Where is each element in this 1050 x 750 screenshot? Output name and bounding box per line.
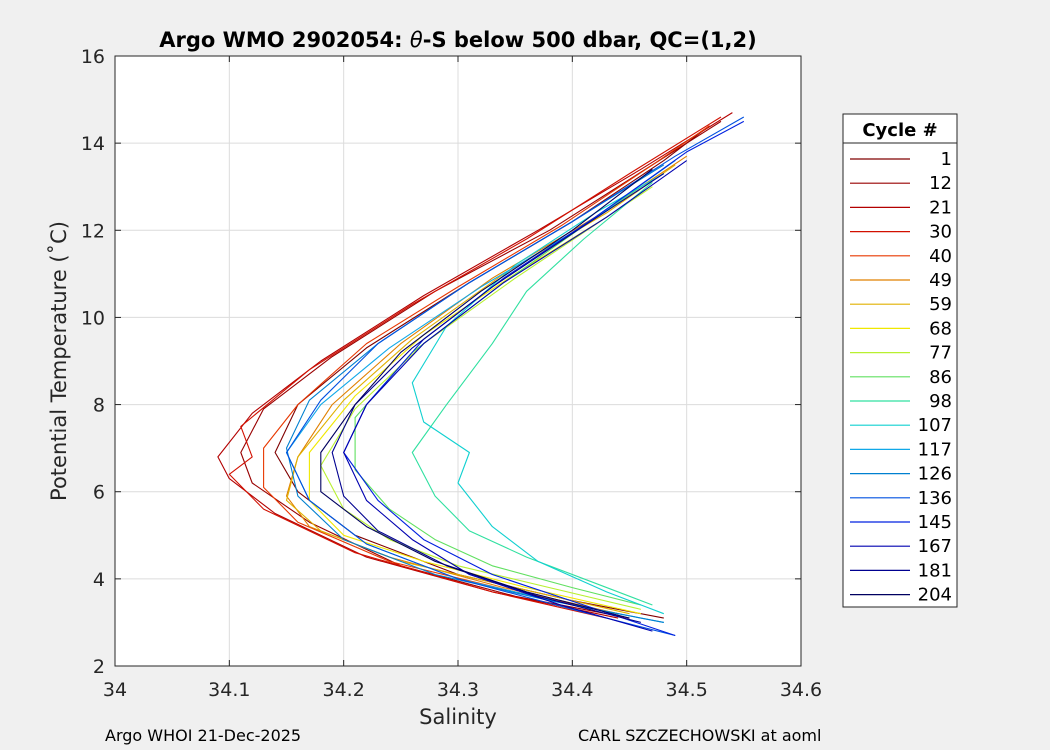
y-tick-label: 2 — [93, 656, 105, 678]
chart-title: Argo WMO 2902054: θ-S below 500 dbar, QC… — [159, 28, 756, 52]
legend-label-30: 30 — [929, 222, 952, 243]
x-axis-label: Salinity — [419, 705, 497, 729]
chart-title-theta: θ — [410, 28, 423, 52]
legend-label-40: 40 — [929, 246, 952, 267]
legend-label-59: 59 — [929, 294, 952, 315]
y-tick-label: 10 — [81, 307, 105, 329]
y-tick-label: 4 — [93, 569, 105, 591]
y-tick-label: 6 — [93, 482, 105, 504]
footer-left: Argo WHOI 21-Dec-2025 — [105, 726, 301, 745]
y-tick-label: 8 — [93, 395, 105, 417]
legend-label-167: 167 — [918, 536, 952, 557]
series-line-cycle-136 — [285, 116, 745, 637]
legend-label-181: 181 — [918, 560, 952, 581]
legend-entries: 1 12 21 30 40 49 59 68 77 86 98 107 117 126 136 145 167 1… — [850, 149, 952, 606]
chart-title-prefix: Argo WMO 2902054: — [159, 28, 410, 52]
y-tick-label: 16 — [81, 46, 105, 68]
series-group — [217, 112, 745, 637]
legend-label-126: 126 — [918, 464, 952, 485]
y-axis-label: Potential Temperature (˚C) — [47, 221, 71, 501]
x-tick-label: 34.4 — [551, 679, 593, 701]
legend-label-98: 98 — [929, 391, 952, 412]
x-tick-label: 34 — [103, 679, 127, 701]
y-tick-label: 14 — [81, 133, 105, 155]
footer-right: CARL SZCZECHOWSKI at aoml — [578, 726, 821, 745]
series-line-cycle-107 — [411, 173, 665, 615]
legend-label-68: 68 — [929, 318, 952, 339]
legend-label-21: 21 — [929, 197, 952, 218]
series-line-cycle-98 — [411, 181, 653, 606]
legend-label-145: 145 — [918, 512, 952, 533]
x-tick-label: 34.6 — [780, 679, 822, 701]
series-line-cycle-21 — [217, 112, 733, 619]
legend-label-49: 49 — [929, 270, 952, 291]
x-tick-label: 34.1 — [208, 679, 250, 701]
legend-label-1: 1 — [941, 149, 952, 170]
legend-label-107: 107 — [918, 415, 952, 436]
legend-box — [842, 113, 958, 608]
axis-ticks: 34 34.1 34.2 34.3 34.4 34.5 34.6 2 4 6 8 10 12 14 16 — [81, 46, 822, 701]
legend-label-136: 136 — [918, 488, 952, 509]
series-line-cycle-86 — [354, 186, 642, 606]
series-line-cycle-30 — [228, 116, 722, 619]
y-tick-label: 12 — [81, 220, 105, 242]
legend-label-204: 204 — [918, 585, 952, 606]
legend-label-86: 86 — [929, 367, 952, 388]
legend-label-117: 117 — [918, 439, 952, 460]
x-tick-label: 34.5 — [666, 679, 708, 701]
legend-label-12: 12 — [929, 173, 952, 194]
legend: Cycle # 1 12 21 30 40 49 59 68 77 86 98 107 117 126 13… — [842, 113, 958, 608]
chart-title-suffix: -S below 500 dbar, QC=(1,2) — [423, 28, 757, 52]
legend-title: Cycle # — [862, 120, 937, 141]
legend-label-77: 77 — [929, 343, 952, 364]
series-line-cycle-204 — [320, 168, 653, 619]
series-line-cycle-167 — [343, 160, 688, 632]
series-line-cycle-40 — [263, 125, 710, 615]
x-tick-label: 34.3 — [437, 679, 479, 701]
x-tick-label: 34.2 — [323, 679, 365, 701]
